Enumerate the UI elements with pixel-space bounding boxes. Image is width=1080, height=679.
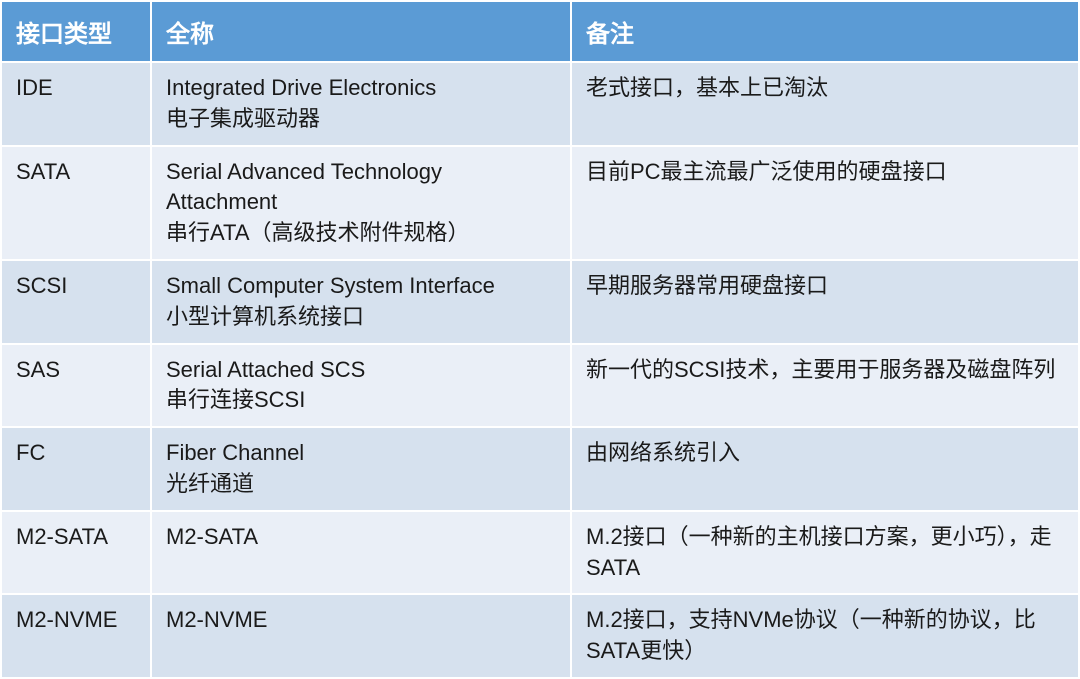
cell-fullname: Integrated Drive Electronics电子集成驱动器 (151, 62, 571, 146)
cell-type: IDE (1, 62, 151, 146)
table-row: M2-NVME M2-NVME M.2接口，支持NVMe协议（一种新的协议，比SAT… (1, 594, 1079, 678)
cell-type: M2-NVME (1, 594, 151, 678)
cell-fullname-en: Serial Advanced Technology Attachment (166, 157, 556, 219)
cell-note: 由网络系统引入 (571, 427, 1079, 511)
col-header-note: 备注 (571, 1, 1079, 62)
cell-fullname: M2-NVME (151, 594, 571, 678)
cell-note: 早期服务器常用硬盘接口 (571, 260, 1079, 344)
cell-note: 目前PC最主流最广泛使用的硬盘接口 (571, 146, 1079, 260)
cell-fullname-zh: 串行ATA（高级技术附件规格） (166, 218, 556, 249)
cell-note: 新一代的SCSI技术，主要用于服务器及磁盘阵列 (571, 344, 1079, 428)
cell-fullname-en: M2-SATA (166, 522, 556, 553)
table-body: IDEIntegrated Drive Electronics电子集成驱动器老式… (1, 62, 1079, 678)
interface-table: 接口类型 全称 备注 IDEIntegrated Drive Electroni… (0, 0, 1080, 679)
cell-fullname-zh: 电子集成驱动器 (166, 104, 556, 135)
cell-fullname-zh: 小型计算机系统接口 (166, 302, 556, 333)
cell-fullname-en: Small Computer System Interface (166, 271, 556, 302)
cell-fullname-zh: 串行连接SCSI (166, 385, 556, 416)
cell-type: SAS (1, 344, 151, 428)
col-header-full: 全称 (151, 1, 571, 62)
cell-fullname: Fiber Channel光纤通道 (151, 427, 571, 511)
cell-fullname: Serial Advanced Technology Attachment串行A… (151, 146, 571, 260)
table-row: SASSerial Attached SCS串行连接SCSI新一代的SCSI技术… (1, 344, 1079, 428)
cell-type: SCSI (1, 260, 151, 344)
cell-type: SATA (1, 146, 151, 260)
cell-type: M2-SATA (1, 511, 151, 595)
table-row: FCFiber Channel光纤通道由网络系统引入 (1, 427, 1079, 511)
cell-note: M.2接口（一种新的主机接口方案，更小巧），走SATA (571, 511, 1079, 595)
cell-fullname-en: Fiber Channel (166, 438, 556, 469)
table-header-row: 接口类型 全称 备注 (1, 1, 1079, 62)
table-row: SCSISmall Computer System Interface小型计算机… (1, 260, 1079, 344)
table-row: M2-SATA M2-SATA M.2接口（一种新的主机接口方案，更小巧），走SAT… (1, 511, 1079, 595)
table-row: IDEIntegrated Drive Electronics电子集成驱动器老式… (1, 62, 1079, 146)
cell-fullname: M2-SATA (151, 511, 571, 595)
cell-fullname: Serial Attached SCS串行连接SCSI (151, 344, 571, 428)
cell-note: 老式接口，基本上已淘汰 (571, 62, 1079, 146)
cell-fullname: Small Computer System Interface小型计算机系统接口 (151, 260, 571, 344)
cell-fullname-zh: 光纤通道 (166, 469, 556, 500)
table-row: SATASerial Advanced Technology Attachmen… (1, 146, 1079, 260)
cell-fullname-en: Integrated Drive Electronics (166, 73, 556, 104)
cell-fullname-en: M2-NVME (166, 605, 556, 636)
col-header-type: 接口类型 (1, 1, 151, 62)
cell-note: M.2接口，支持NVMe协议（一种新的协议，比SATA更快） (571, 594, 1079, 678)
cell-fullname-en: Serial Attached SCS (166, 355, 556, 386)
cell-type: FC (1, 427, 151, 511)
